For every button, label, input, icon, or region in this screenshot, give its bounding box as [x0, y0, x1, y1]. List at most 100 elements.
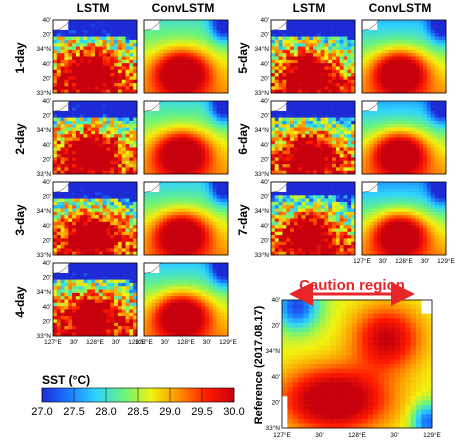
heatmap-cell — [166, 150, 172, 155]
heatmap-cell — [133, 137, 138, 142]
heatmap-cell — [282, 120, 287, 125]
heatmap-cell — [121, 251, 126, 256]
heatmap-cell — [159, 170, 164, 175]
heatmap-cell — [208, 23, 214, 27]
heatmap-cell — [419, 39, 424, 44]
heatmap-cell — [95, 319, 100, 324]
heatmap-cell — [430, 46, 435, 51]
heatmap-cell — [110, 73, 115, 77]
heatmap-cell — [328, 56, 333, 61]
heatmap-cell — [208, 235, 214, 239]
heatmap-cell — [212, 167, 217, 171]
heatmap-cell — [83, 56, 88, 61]
heatmap-cell — [75, 137, 81, 142]
heatmap-cell — [305, 23, 310, 27]
heatmap-cell — [313, 23, 318, 27]
heatmap-cell — [186, 326, 191, 330]
heatmap-cell — [166, 198, 172, 203]
heatmap-cell — [301, 69, 306, 74]
heatmap-cell — [102, 319, 107, 324]
heatmap-cell — [163, 195, 168, 199]
heatmap-cell — [278, 56, 283, 61]
heatmap-cell — [72, 110, 77, 115]
heatmap-cell — [91, 110, 96, 115]
heatmap-cell — [293, 110, 299, 115]
heatmap-cell — [155, 157, 160, 162]
heatmap-cell — [282, 39, 287, 44]
heatmap-cell — [351, 86, 356, 90]
heatmap-cell — [197, 150, 202, 155]
heatmap-cell — [91, 170, 96, 175]
heatmap-cell — [216, 46, 221, 51]
heatmap-cell — [205, 201, 210, 206]
heatmap-cell — [293, 56, 299, 61]
heatmap-cell — [75, 306, 81, 310]
heatmap-cell — [68, 279, 73, 284]
heatmap-cell — [106, 120, 111, 125]
heatmap-cell — [83, 154, 88, 158]
heatmap-cell — [144, 312, 149, 317]
heatmap-cell — [129, 124, 134, 128]
heatmap-cell — [121, 238, 126, 243]
heatmap-cell — [87, 251, 92, 256]
heatmap-cell — [117, 312, 123, 317]
heatmap-cell — [193, 114, 198, 118]
heatmap-cell — [91, 195, 96, 199]
heatmap-cell — [220, 56, 225, 61]
heatmap-cell — [186, 309, 191, 314]
heatmap-cell — [205, 39, 210, 44]
heatmap-cell — [106, 110, 111, 115]
heatmap-cell — [212, 272, 217, 277]
heatmap-cell — [151, 110, 156, 115]
heatmap-cell — [159, 20, 164, 24]
heatmap-cell — [224, 195, 229, 199]
heatmap-cell — [147, 33, 152, 37]
heatmap-cell — [117, 39, 123, 44]
heatmap-cell — [68, 282, 73, 287]
heatmap-cell — [56, 231, 61, 236]
heatmap-cell — [197, 245, 202, 249]
heatmap-cell — [182, 154, 187, 158]
heatmap-cell — [60, 241, 65, 246]
heatmap-cell — [182, 332, 187, 337]
heatmap-cell — [125, 245, 130, 249]
heatmap-cell — [189, 289, 194, 294]
heatmap-cell — [125, 296, 130, 300]
heatmap-cell — [212, 53, 217, 57]
heatmap-cell — [129, 188, 134, 193]
heatmap-cell — [110, 86, 115, 90]
heatmap-cell — [114, 282, 119, 287]
heatmap-cell — [309, 73, 314, 77]
heatmap-cell — [95, 205, 100, 209]
heatmap-cell — [339, 59, 344, 64]
heatmap-cell — [147, 110, 152, 115]
heatmap-cell — [186, 69, 191, 74]
heatmap-cell — [174, 332, 179, 337]
heatmap-cell — [343, 20, 348, 24]
heatmap-cell — [189, 319, 194, 324]
heatmap-cell — [400, 73, 405, 77]
heatmap-cell — [305, 49, 310, 54]
heatmap-cell — [75, 53, 81, 57]
heatmap-cell — [220, 299, 225, 304]
heatmap-cell — [151, 36, 156, 41]
heatmap-cell — [381, 39, 386, 44]
heatmap-cell — [79, 245, 84, 249]
heatmap-cell — [102, 104, 107, 108]
heatmap-cell — [79, 144, 84, 148]
heatmap-cell — [407, 86, 412, 90]
heatmap-cell — [430, 83, 435, 87]
heatmap-cell — [98, 319, 103, 324]
heatmap-cell — [189, 56, 194, 61]
heatmap-cell — [114, 266, 119, 270]
heatmap-cell — [110, 329, 115, 333]
heatmap-cell — [282, 130, 287, 135]
heatmap-cell — [332, 49, 337, 54]
heatmap-cell — [189, 238, 194, 243]
heatmap-cell — [343, 53, 348, 57]
heatmap-cell — [193, 276, 198, 280]
heatmap-cell — [396, 26, 401, 31]
heatmap-cell — [53, 157, 58, 162]
heatmap-cell — [129, 46, 134, 51]
heatmap-cell — [186, 215, 191, 219]
